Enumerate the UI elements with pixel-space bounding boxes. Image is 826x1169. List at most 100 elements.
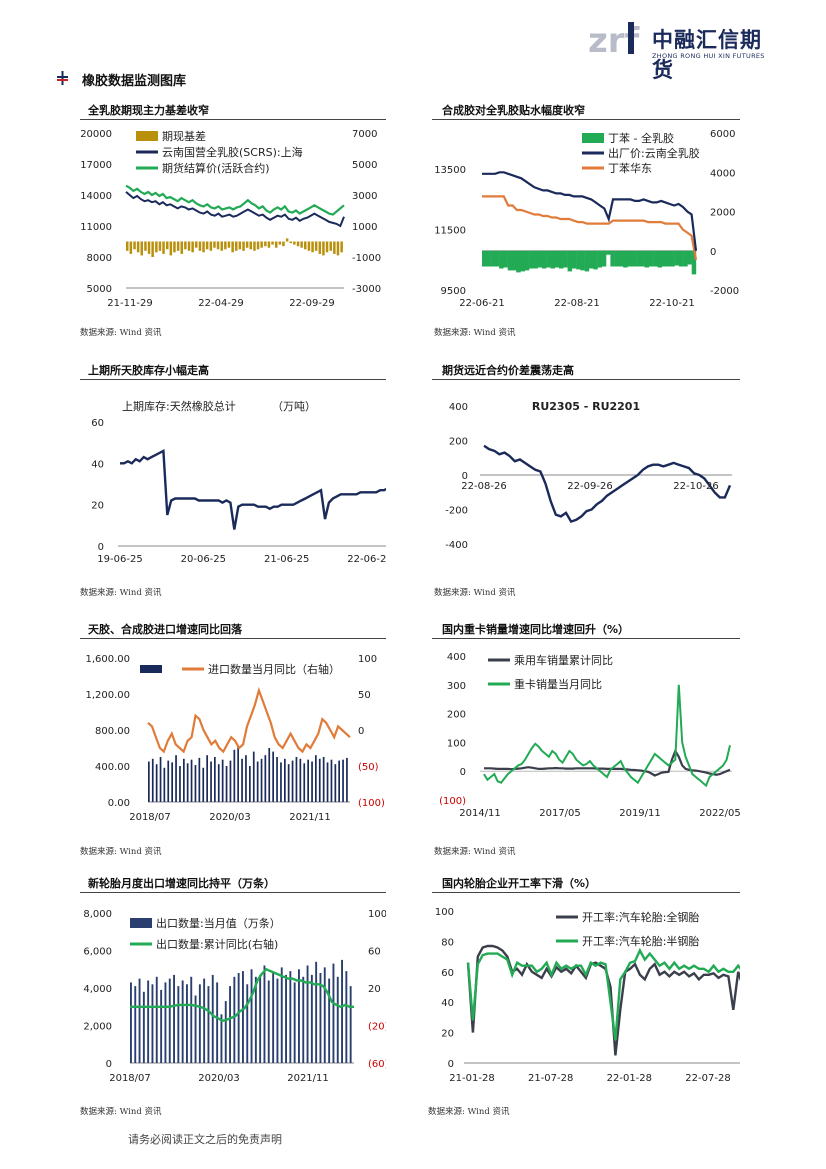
export-volume-bar (293, 982, 296, 1063)
import-volume-bar (237, 746, 239, 802)
y-tick-left: 60 (91, 418, 104, 429)
x-tick: 20-06-25 (181, 554, 226, 565)
sbr-price-line (482, 195, 698, 260)
import-volume-bar (183, 758, 185, 802)
basis-bar (191, 241, 194, 253)
logo-name: 中融汇信期货 (652, 28, 762, 82)
basis-bar (296, 241, 300, 247)
spread-bar (683, 250, 688, 267)
spread-bar (486, 250, 491, 267)
export-volume-bar (229, 986, 231, 1063)
x-tick: 2019/11 (619, 808, 661, 819)
spread-bar (499, 250, 504, 269)
export-volume-bar (298, 969, 300, 1064)
x-tick: 22-10-21 (649, 298, 694, 309)
basis-bar (166, 241, 169, 250)
import-volume-bar (210, 761, 212, 802)
basis-bar (329, 241, 332, 251)
export-volume-bar (233, 976, 236, 1064)
spread-bar (503, 250, 508, 268)
chart-2: 13500 11500 9500 6000 4000 2000 0 -2000 22-06-21… (434, 129, 739, 309)
x-tick: 2020/03 (198, 1073, 240, 1084)
spread-bar (589, 250, 594, 269)
spread-bar (631, 250, 637, 267)
export-volume-bar (267, 980, 270, 1063)
export-volume-bar (332, 963, 335, 1063)
import-volume-bar (307, 759, 309, 802)
basis-bar (314, 241, 318, 251)
chart-4-source: 数据来源: Wind 资讯 (434, 588, 516, 598)
chart-2-rule (432, 119, 740, 120)
y-tick-left: 2,000 (83, 1022, 112, 1033)
chart-4: 400 200 0 -200 -400 22-08-26 22-09-26 22-10-26 R… (445, 400, 732, 551)
legend-label: 开工率:汽车轮胎:全钢胎 (582, 910, 699, 924)
export-volume-bar (263, 965, 266, 1063)
export-volume-bar (203, 978, 206, 1063)
y-tick-left: 300 (447, 681, 466, 692)
y-tick-left: 13500 (434, 165, 466, 176)
export-yoy-line (130, 967, 354, 1023)
y-tick-left: 200 (449, 437, 468, 448)
y-tick-right: 4000 (710, 168, 735, 179)
basis-bar (249, 241, 252, 250)
x-tick: 2020/03 (209, 812, 251, 823)
import-volume-bar (295, 757, 298, 802)
spread-bar (606, 250, 611, 255)
basis-bar (140, 241, 143, 256)
spread-bar (494, 250, 500, 267)
export-volume-bar (173, 974, 175, 1063)
inner-chart-title: RU2305 - RU2201 (532, 400, 640, 413)
import-volume-bar (148, 761, 150, 802)
x-tick: 22-10-26 (673, 481, 718, 492)
y-tick-right: (50) (358, 762, 379, 773)
x-tick: 2021/11 (287, 1073, 329, 1084)
chart-5-rule (80, 638, 386, 639)
import-volume-bar (186, 763, 189, 802)
legend-label: 期货结算价(活跃合约) (162, 161, 270, 175)
legend-label: 出口数量:累计同比(右轴) (156, 937, 278, 951)
spread-bar (563, 250, 568, 268)
import-volume-bar (241, 758, 243, 802)
import-volume-bar (190, 759, 193, 802)
export-volume-bar (186, 984, 188, 1064)
chart-8-rule (432, 892, 740, 893)
spread-bar (657, 250, 662, 268)
import-volume-bar (334, 764, 337, 802)
x-tick: 2018/07 (109, 1073, 151, 1084)
yunnan-price-line (482, 171, 698, 251)
basis-bar (242, 241, 245, 251)
import-volume-bar (346, 757, 348, 802)
y-tick-right: 5000 (352, 160, 377, 171)
export-volume-bar (220, 1014, 223, 1064)
import-yoy-line (147, 686, 351, 754)
basis-bar (322, 241, 325, 256)
y-tick-left: 0 (462, 471, 468, 482)
basis-bar (151, 241, 154, 257)
basis-bar (176, 241, 180, 251)
basis-bar (158, 241, 162, 251)
chart-7-title: 新轮胎月度出口增速同比持平（万条） (88, 877, 275, 890)
chart-2-source: 数据来源: Wind 资讯 (434, 328, 516, 338)
chart-4-rule (432, 379, 740, 380)
spread-bar (524, 250, 530, 271)
import-volume-bar (326, 762, 329, 802)
export-volume-bar (259, 974, 262, 1063)
export-volume-bar (211, 974, 214, 1063)
spread-bar (593, 250, 598, 270)
y-tick-right: -1000 (352, 253, 381, 264)
chart-3-rule (80, 379, 386, 380)
legend-swatch (582, 133, 604, 143)
export-volume-bar (285, 974, 287, 1063)
basis-bar (209, 241, 213, 251)
x-tick: 21-01-28 (449, 1073, 494, 1084)
import-volume-bar (198, 757, 201, 802)
y-tick-left: 400.00 (95, 762, 130, 773)
x-tick: 19-06-25 (97, 554, 142, 565)
import-volume-bar (318, 758, 321, 802)
basis-bar (173, 241, 176, 253)
spread-bar (614, 250, 620, 267)
import-volume-bar (330, 759, 333, 802)
basis-bar (311, 241, 314, 253)
import-volume-bar (280, 762, 282, 802)
export-volume-bar (237, 973, 240, 1063)
